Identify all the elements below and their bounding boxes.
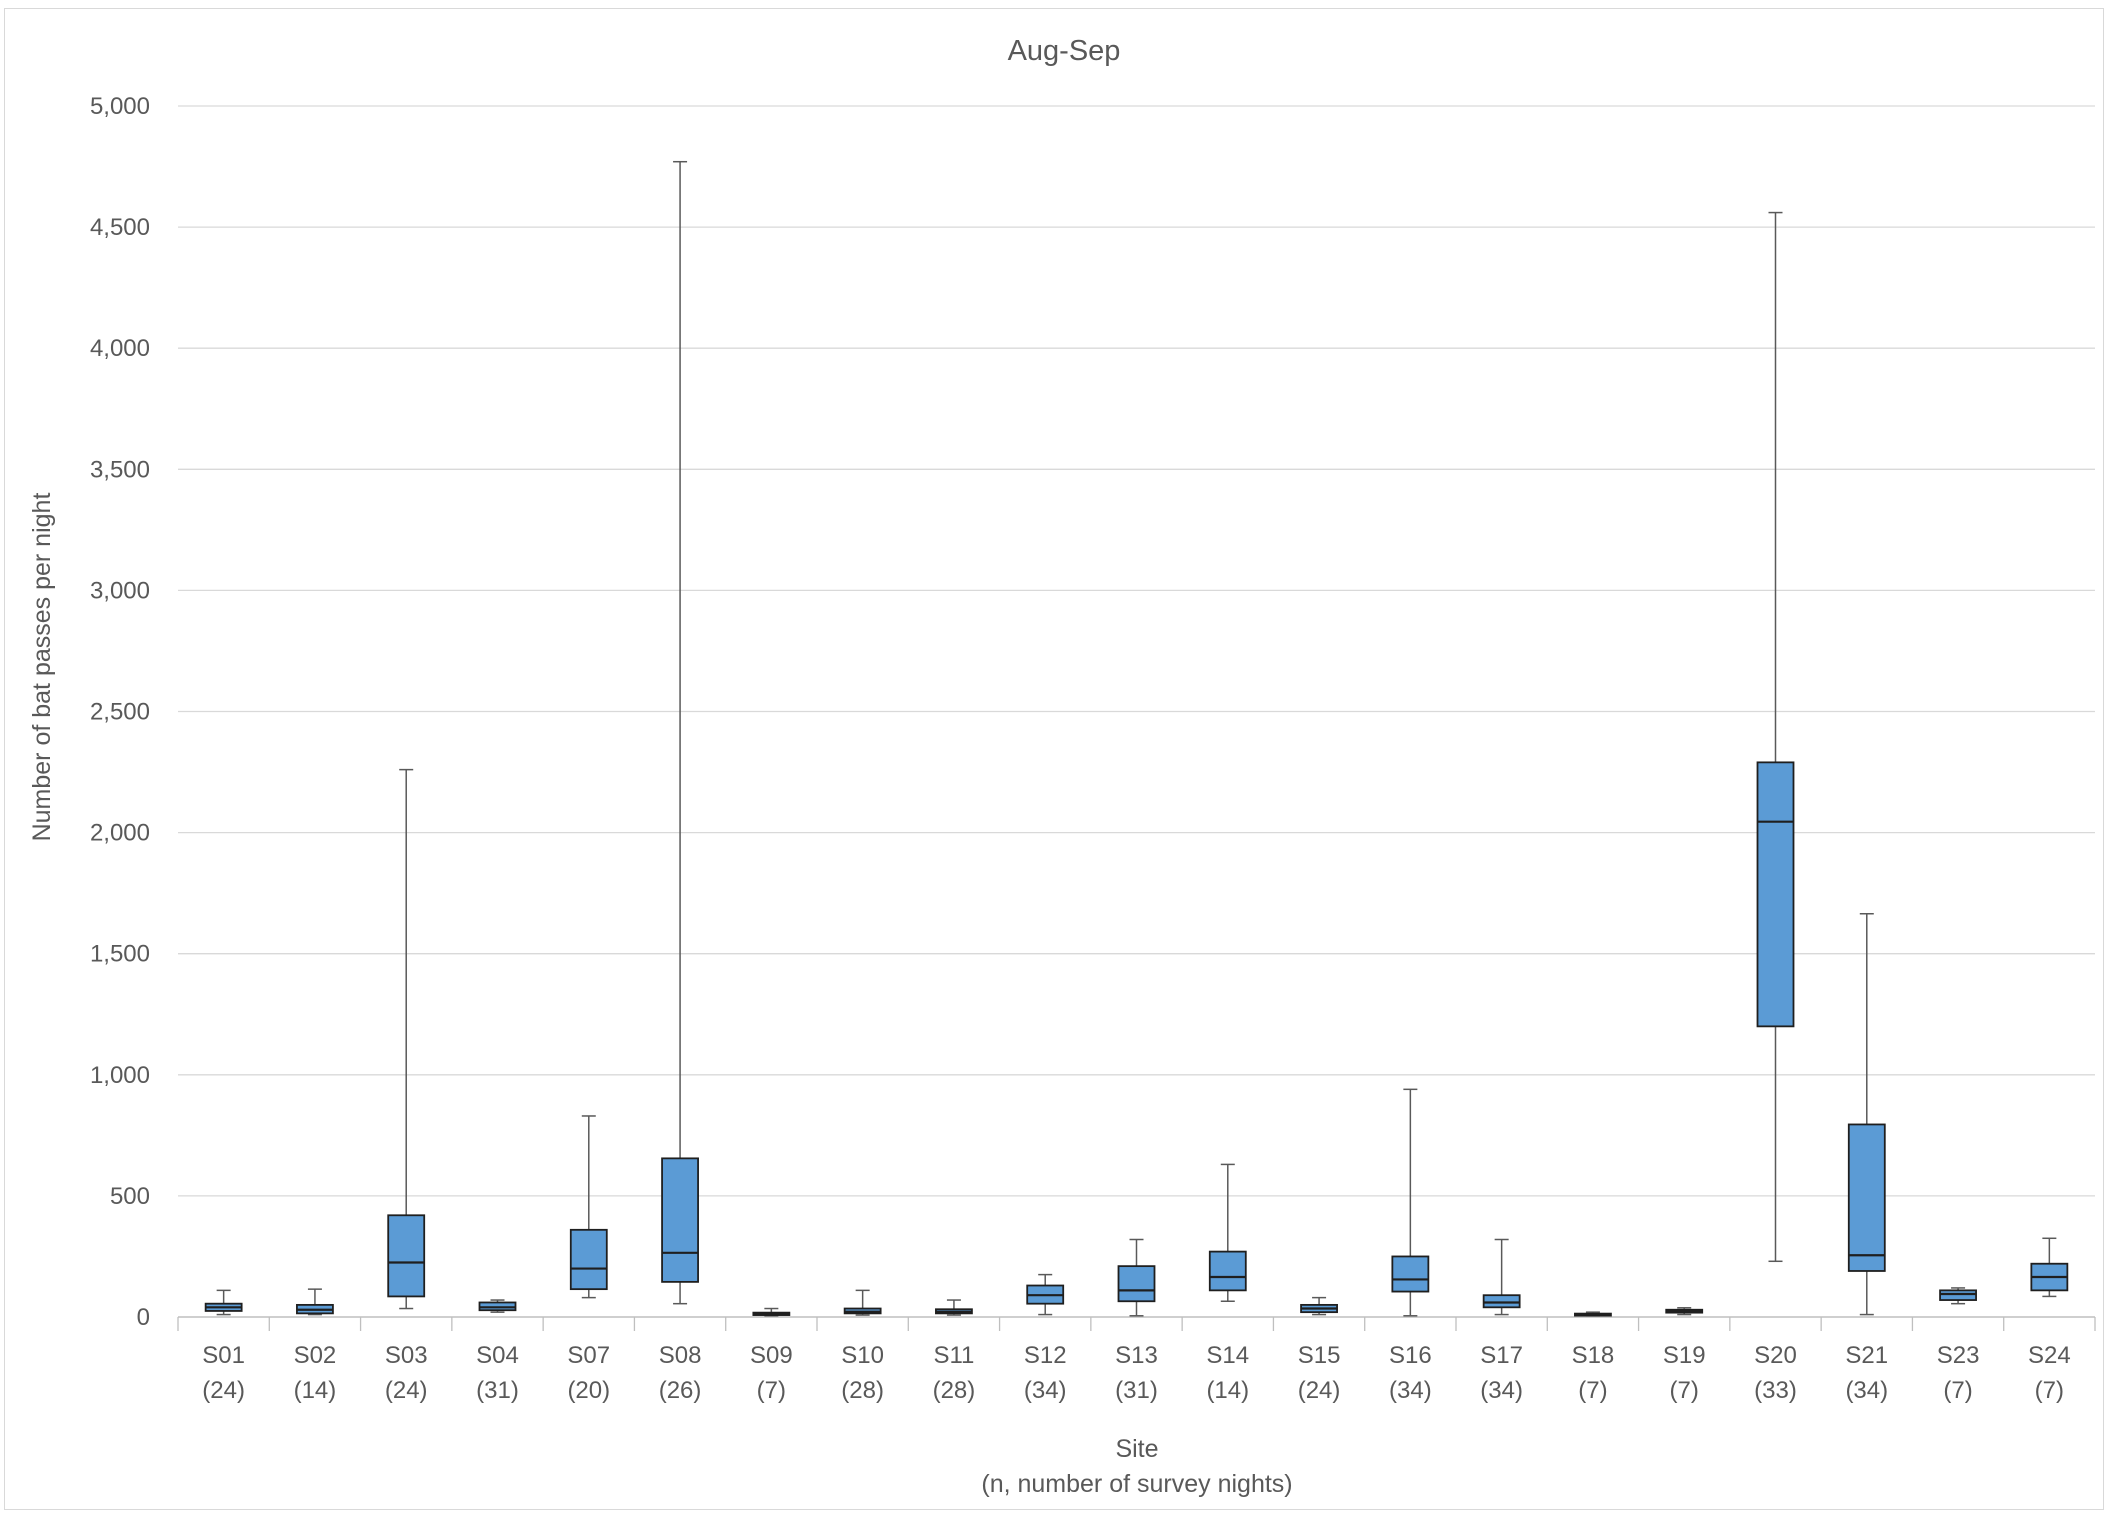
x-tick-label-n: (34) — [1024, 1377, 1067, 1404]
y-tick-label: 1,500 — [90, 941, 150, 968]
box-iqr — [661, 1157, 699, 1283]
y-tick-label: 2,500 — [90, 699, 150, 726]
x-tick-label-site: S09 — [750, 1342, 793, 1369]
x-tick-label-site: S17 — [1480, 1342, 1523, 1369]
box-S15 — [1300, 1296, 1338, 1316]
x-tick-label-site: S14 — [1206, 1342, 1249, 1369]
y-tick-label: 4,500 — [90, 214, 150, 241]
x-tick-label-n: (34) — [1389, 1377, 1432, 1404]
x-axis-title: Site — [1115, 1435, 1158, 1463]
x-tick-label-site: S18 — [1572, 1342, 1615, 1369]
x-tick-label-n: (34) — [1480, 1377, 1523, 1404]
x-tick-label-n: (33) — [1754, 1377, 1797, 1404]
box-S07 — [569, 1115, 608, 1299]
x-tick-label-site: S13 — [1115, 1342, 1158, 1369]
x-tick-label-n: (34) — [1845, 1377, 1888, 1404]
box-iqr — [1482, 1294, 1521, 1309]
x-tick-label-n: (7) — [757, 1377, 786, 1404]
box-S21 — [1847, 912, 1886, 1316]
x-tick-label-site: S10 — [841, 1342, 884, 1369]
x-tick-label-site: S19 — [1663, 1342, 1706, 1369]
box-iqr — [1847, 1123, 1886, 1272]
box-iqr — [1756, 761, 1795, 1028]
x-tick-label-site: S01 — [202, 1342, 245, 1369]
x-axis-subtitle: (n, number of survey nights) — [981, 1470, 1292, 1498]
y-tick-label: 5,000 — [90, 93, 150, 120]
x-tick-label-site: S02 — [294, 1342, 337, 1369]
y-tick-label: 0 — [137, 1304, 150, 1331]
x-tick-label-n: (14) — [1206, 1377, 1249, 1404]
box-S19 — [1665, 1307, 1704, 1316]
box-iqr — [1939, 1289, 1977, 1301]
x-tick-label-n: (7) — [1943, 1377, 1972, 1404]
x-tick-label-n: (20) — [567, 1377, 610, 1404]
x-tick-label-n: (24) — [1298, 1377, 1341, 1404]
box-S20 — [1756, 211, 1795, 1263]
box-iqr — [1208, 1250, 1247, 1292]
x-tick-label-n: (7) — [2035, 1377, 2064, 1404]
box-S24 — [2030, 1237, 2069, 1298]
box-S13 — [1117, 1238, 1156, 1317]
x-tick-label-site: S11 — [933, 1342, 974, 1369]
x-tick-label-site: S24 — [2028, 1342, 2071, 1369]
boxes — [204, 160, 2069, 1317]
box-S08 — [661, 160, 699, 1305]
box-S23 — [1939, 1287, 1977, 1305]
x-tick-label-n: (31) — [1115, 1377, 1158, 1404]
y-axis-title: Number of bat passes per night — [28, 493, 56, 842]
box-S02 — [296, 1288, 334, 1316]
x-tick-labels: S01 (24) S02 (14) S03 (24) S04 (31) S07 (20) S08 (2… — [202, 1342, 2070, 1404]
x-tick-label-site: S07 — [567, 1342, 610, 1369]
y-tick-label: 3,000 — [90, 577, 150, 604]
x-tick-label-n: (24) — [385, 1377, 428, 1404]
x-tick-label-site: S12 — [1024, 1342, 1067, 1369]
box-iqr — [387, 1214, 426, 1298]
box-S18 — [1574, 1311, 1612, 1317]
box-S10 — [843, 1289, 882, 1316]
x-tick-label-n: (7) — [1578, 1377, 1607, 1404]
y-tick-label: 4,000 — [90, 335, 150, 362]
box-S11 — [935, 1299, 973, 1316]
gridlines — [177, 105, 2096, 1331]
box-S01 — [204, 1289, 243, 1316]
box-S09 — [752, 1307, 791, 1317]
x-tick-label-site: S04 — [476, 1342, 519, 1369]
x-tick-label-n: (31) — [476, 1377, 519, 1404]
y-tick-label: 500 — [110, 1183, 150, 1210]
x-tick-label-n: (28) — [841, 1377, 884, 1404]
x-tick-label-site: S16 — [1389, 1342, 1432, 1369]
box-S03 — [387, 768, 426, 1310]
box-S04 — [478, 1299, 517, 1313]
x-tick-label-n: (26) — [659, 1377, 702, 1404]
box-S17 — [1482, 1238, 1521, 1316]
box-S14 — [1208, 1163, 1247, 1303]
box-S12 — [1026, 1273, 1065, 1316]
y-tick-label: 3,500 — [90, 456, 150, 483]
x-tick-label-n: (14) — [294, 1377, 337, 1404]
y-tick-labels: 0 500 1,000 1,500 2,000 2,500 3,000 3,500 4,000 4… — [90, 93, 150, 1331]
x-tick-label-site: S08 — [659, 1342, 702, 1369]
x-tick-label-site: S03 — [385, 1342, 428, 1369]
x-tick-label-site: S21 — [1845, 1342, 1888, 1369]
box-S16 — [1391, 1088, 1430, 1317]
chart-frame — [4, 8, 2104, 1510]
box-iqr — [569, 1228, 608, 1291]
x-tick-label-site: S23 — [1937, 1342, 1980, 1369]
x-tick-label-n: (24) — [202, 1377, 245, 1404]
box-iqr — [1391, 1255, 1430, 1293]
chart-title: Aug-Sep — [1008, 35, 1121, 67]
x-tick-label-site: S15 — [1298, 1342, 1341, 1369]
x-tick-label-n: (7) — [1670, 1377, 1699, 1404]
y-tick-label: 1,000 — [90, 1062, 150, 1089]
x-tick-label-site: S20 — [1754, 1342, 1797, 1369]
box-iqr — [1117, 1265, 1156, 1303]
x-tick-label-n: (28) — [933, 1377, 976, 1404]
y-tick-label: 2,000 — [90, 820, 150, 847]
